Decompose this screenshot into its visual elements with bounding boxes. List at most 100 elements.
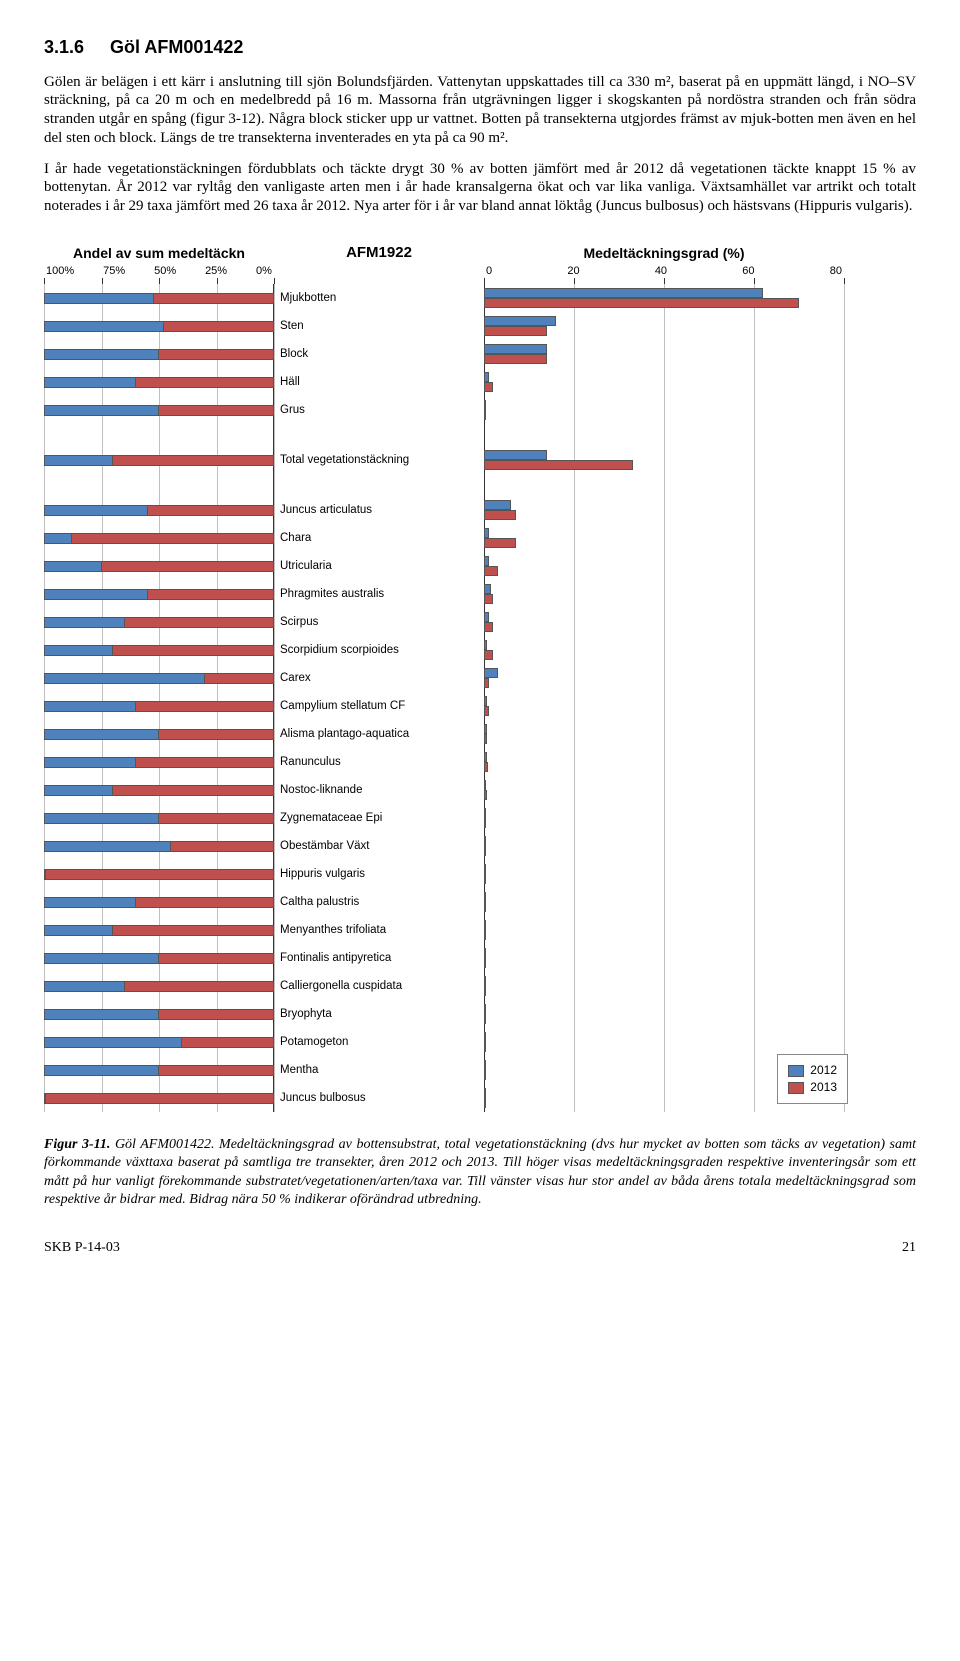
right-bar-cell (484, 312, 844, 340)
row-label: Ranunculus (274, 748, 490, 776)
left-bar-cell (44, 1000, 274, 1028)
left-bar-cell (44, 608, 274, 636)
right-tick-label: 0 (486, 265, 492, 279)
right-bar-cell (484, 608, 844, 636)
left-bar-cell (44, 446, 274, 474)
legend-item: 2013 (788, 1080, 837, 1095)
right-bar-cell (484, 860, 844, 888)
legend: 2012 2013 (777, 1054, 848, 1104)
paragraph-2: I år hade vegetationstäckningen fördubbl… (44, 160, 916, 216)
right-bar-cell (484, 692, 844, 720)
row-label: Caltha palustris (274, 888, 490, 916)
left-bar-cell (44, 664, 274, 692)
left-bar-cell (44, 284, 274, 312)
footer-left: SKB P-14-03 (44, 1239, 120, 1257)
right-bar-cell (484, 636, 844, 664)
right-bar-cell (484, 888, 844, 916)
row-label: Block (274, 340, 490, 368)
row-label: Sten (274, 312, 490, 340)
right-tick-label: 20 (567, 265, 579, 279)
right-tick-label: 40 (655, 265, 667, 279)
row-label: Juncus bulbosus (274, 1084, 490, 1112)
left-bar-cell (44, 636, 274, 664)
left-bar-cell (44, 916, 274, 944)
row-label: Nostoc-liknande (274, 776, 490, 804)
row-label: Calliergonella cuspidata (274, 972, 490, 1000)
left-bar-cell (44, 832, 274, 860)
row-label: Chara (274, 524, 490, 552)
paragraph-1: Gölen är belägen i ett kärr i anslutning… (44, 73, 916, 148)
right-bar-cell (484, 446, 844, 474)
left-bar-cell (44, 776, 274, 804)
row-label: Fontinalis antipyretica (274, 944, 490, 972)
row-label: Total vegetationstäckning (274, 446, 490, 474)
left-tick-label: 50% (154, 265, 176, 279)
right-bar-cell (484, 524, 844, 552)
left-bar-cell (44, 888, 274, 916)
center-chart-title: AFM1922 (274, 244, 484, 263)
left-bar-cell (44, 396, 274, 424)
left-tick-label: 100% (46, 265, 74, 279)
right-bar-cell (484, 664, 844, 692)
right-bar-cell (484, 340, 844, 368)
right-bar-cell (484, 972, 844, 1000)
row-label: Phragmites australis (274, 580, 490, 608)
left-bar-cell (44, 944, 274, 972)
right-bar-cell (484, 396, 844, 424)
row-label: Zygnemataceae Epi (274, 804, 490, 832)
right-bar-cell (484, 552, 844, 580)
right-bar-cell (484, 1028, 844, 1056)
row-label: Grus (274, 396, 490, 424)
row-label: Häll (274, 368, 490, 396)
footer-right: 21 (902, 1239, 916, 1257)
left-bar-cell (44, 748, 274, 776)
right-bar-cell (484, 1000, 844, 1028)
right-tick-label: 60 (742, 265, 754, 279)
legend-swatch (788, 1082, 804, 1094)
right-bar-cell (484, 720, 844, 748)
left-bar-cell (44, 312, 274, 340)
right-bar-cell (484, 916, 844, 944)
left-chart-title: Andel av sum medeltäckn (44, 245, 274, 263)
left-tick-label: 25% (205, 265, 227, 279)
right-tick-label: 80 (830, 265, 842, 279)
row-label: Mjukbotten (274, 284, 490, 312)
row-label: Alisma plantago-aquatica (274, 720, 490, 748)
legend-label: 2013 (810, 1080, 837, 1095)
right-bar-cell (484, 804, 844, 832)
left-tick-label: 0% (256, 265, 272, 279)
left-bar-cell (44, 368, 274, 396)
right-bar-cell (484, 748, 844, 776)
left-bar-cell (44, 1084, 274, 1112)
caption-title: Göl AFM001422. (110, 1137, 214, 1152)
left-axis-ticks: 100% 75% 50% 25% 0% (44, 265, 274, 279)
left-bar-cell (44, 580, 274, 608)
left-tick-label: 75% (103, 265, 125, 279)
right-chart-title: Medeltäckningsgrad (%) (484, 245, 844, 263)
right-bar-cell (484, 944, 844, 972)
page-footer: SKB P-14-03 21 (44, 1239, 916, 1257)
section-title: Göl AFM001422 (110, 37, 243, 57)
row-label: Potamogeton (274, 1028, 490, 1056)
right-bar-cell (484, 368, 844, 396)
right-bar-cell (484, 776, 844, 804)
row-label: Juncus articulatus (274, 496, 490, 524)
legend-item: 2012 (788, 1063, 837, 1078)
left-bar-cell (44, 340, 274, 368)
row-label: Menyanthes trifoliata (274, 916, 490, 944)
right-axis-ticks: 0 20 40 60 80 (484, 265, 844, 279)
left-bar-cell (44, 804, 274, 832)
row-label: Mentha (274, 1056, 490, 1084)
row-label: Utricularia (274, 552, 490, 580)
chart-body: MjukbottenStenBlockHällGrus Total vegetat… (44, 284, 916, 1112)
left-bar-cell (44, 1028, 274, 1056)
right-bar-cell (484, 284, 844, 312)
left-bar-cell (44, 860, 274, 888)
row-label: Scorpidium scorpioides (274, 636, 490, 664)
legend-label: 2012 (810, 1063, 837, 1078)
right-bar-cell (484, 580, 844, 608)
left-bar-cell (44, 524, 274, 552)
row-label: Campylium stellatum CF (274, 692, 490, 720)
section-heading: 3.1.6Göl AFM001422 (44, 36, 916, 59)
left-bar-cell (44, 496, 274, 524)
